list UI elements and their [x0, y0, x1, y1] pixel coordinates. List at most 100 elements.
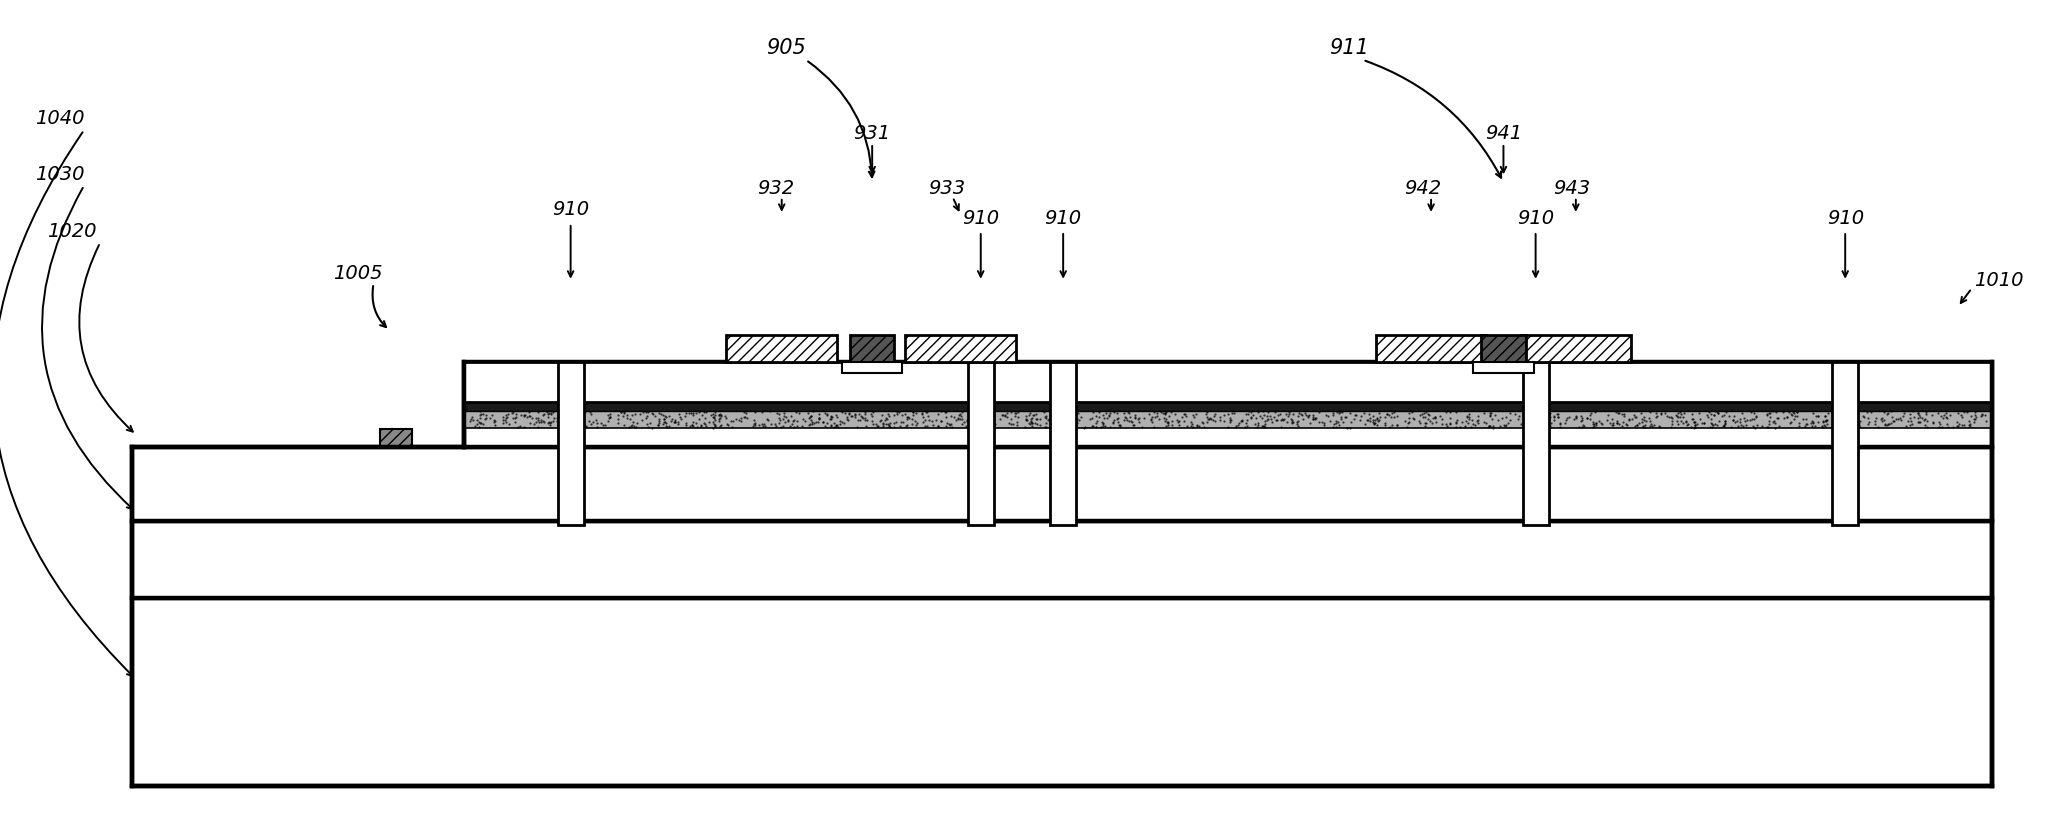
Point — [1708, 415, 1740, 428]
Point — [1812, 418, 1845, 431]
Point — [1393, 415, 1425, 428]
Point — [1321, 406, 1354, 419]
Point — [1908, 412, 1941, 425]
Point — [697, 406, 730, 419]
Point — [1575, 413, 1607, 426]
Point — [906, 406, 939, 420]
Point — [1237, 409, 1270, 422]
Point — [1947, 410, 1980, 424]
Point — [1333, 421, 1366, 434]
Point — [1810, 415, 1843, 428]
Point — [1362, 414, 1395, 427]
Point — [1290, 410, 1323, 423]
Point — [513, 406, 546, 419]
Point — [556, 420, 589, 433]
Point — [656, 412, 689, 425]
Point — [673, 406, 706, 420]
Point — [1640, 410, 1673, 423]
Point — [454, 413, 487, 426]
Point — [1853, 411, 1885, 424]
Point — [1059, 414, 1092, 427]
Point — [1211, 420, 1243, 433]
Point — [951, 413, 984, 426]
Point — [748, 420, 781, 433]
Point — [1910, 418, 1943, 431]
Point — [1644, 420, 1677, 433]
Point — [542, 418, 575, 431]
Point — [793, 410, 826, 423]
Point — [1564, 411, 1597, 424]
Point — [716, 415, 748, 428]
Point — [1654, 410, 1687, 424]
Point — [1008, 420, 1041, 433]
Point — [1061, 416, 1094, 429]
Point — [896, 418, 928, 431]
Point — [1879, 413, 1912, 426]
Point — [1849, 410, 1881, 424]
Point — [1080, 420, 1112, 433]
Point — [1086, 419, 1119, 432]
Point — [1859, 415, 1892, 428]
Point — [1699, 418, 1732, 431]
Point — [1403, 409, 1436, 422]
Point — [630, 405, 663, 418]
Bar — [380, 429, 411, 447]
Point — [669, 416, 701, 429]
Point — [1049, 418, 1082, 431]
Point — [1235, 406, 1268, 419]
Point — [593, 410, 626, 423]
Point — [654, 415, 687, 428]
Point — [1714, 410, 1746, 423]
Point — [491, 410, 524, 424]
Point — [1661, 407, 1693, 420]
Point — [1595, 413, 1628, 426]
Point — [530, 406, 562, 419]
Point — [1579, 406, 1611, 419]
Point — [1826, 414, 1859, 427]
Point — [814, 412, 847, 425]
Point — [658, 413, 691, 426]
Text: 931: 931 — [853, 124, 892, 143]
Point — [1654, 420, 1687, 433]
Point — [1953, 420, 1986, 433]
Point — [550, 409, 583, 422]
Point — [1910, 415, 1943, 428]
Point — [548, 406, 581, 420]
Point — [1761, 411, 1793, 424]
Point — [1074, 412, 1106, 425]
Point — [1924, 409, 1957, 422]
Point — [1468, 415, 1501, 429]
Point — [1264, 420, 1297, 433]
Point — [973, 410, 1006, 423]
Point — [1176, 418, 1209, 431]
Point — [804, 411, 836, 424]
Bar — [464, 410, 1992, 429]
Point — [1219, 406, 1252, 420]
Point — [1413, 408, 1446, 421]
Point — [1634, 415, 1667, 428]
Point — [1640, 410, 1673, 424]
Point — [1687, 416, 1720, 429]
Point — [769, 410, 802, 423]
Point — [1675, 408, 1708, 421]
Point — [1476, 420, 1509, 433]
Point — [1137, 421, 1170, 434]
Point — [1368, 410, 1401, 424]
Point — [1926, 408, 1959, 421]
Point — [1810, 414, 1843, 427]
Point — [769, 410, 802, 424]
Bar — [1472, 361, 1534, 373]
Text: 1040: 1040 — [35, 109, 84, 128]
Point — [1252, 410, 1284, 423]
Point — [1254, 412, 1286, 425]
Point — [949, 420, 982, 433]
Point — [552, 409, 585, 422]
Point — [1603, 418, 1636, 431]
Point — [1225, 415, 1258, 428]
Point — [1209, 408, 1241, 421]
Point — [728, 410, 761, 424]
Point — [1648, 406, 1681, 420]
Point — [1086, 409, 1119, 422]
Point — [636, 421, 669, 434]
Point — [1953, 419, 1986, 432]
